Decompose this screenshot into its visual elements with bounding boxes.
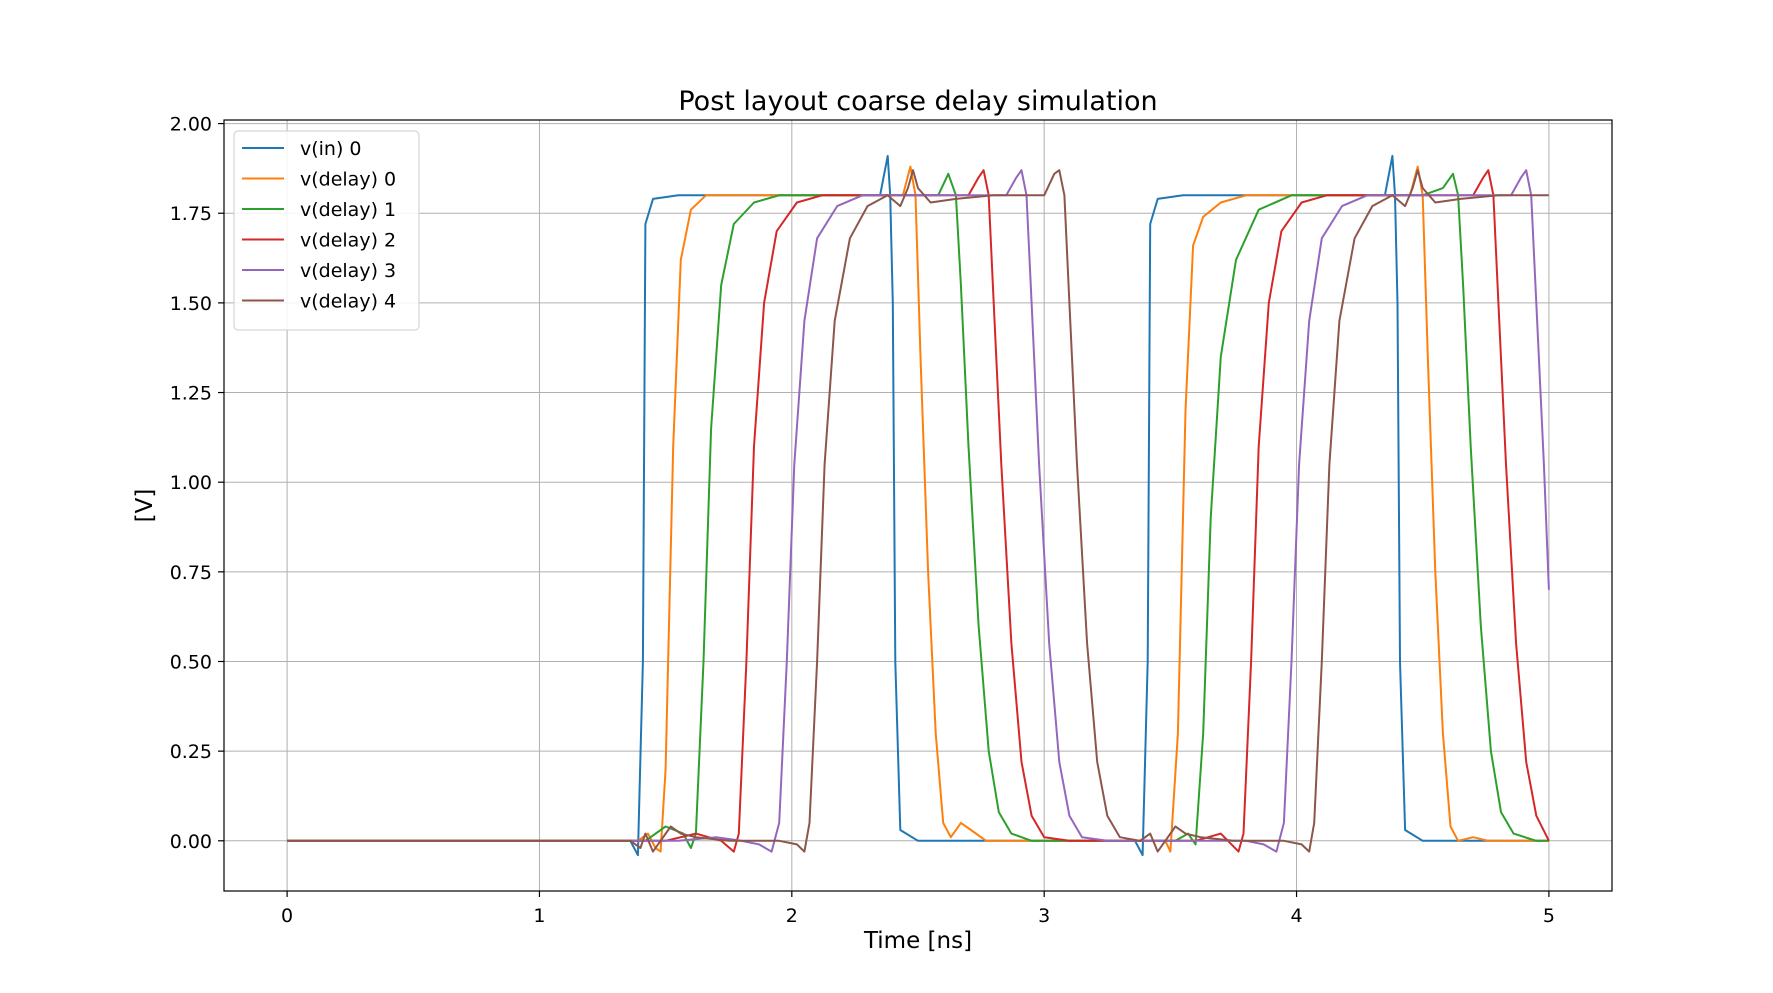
y-tick-label: 2.00 [170, 114, 212, 136]
x-tick-label: 2 [786, 905, 798, 927]
y-tick-label: 1.25 [170, 383, 212, 405]
series-line-5 [287, 169, 1549, 853]
x-tick-label: 3 [1038, 905, 1050, 927]
legend-label-1: v(delay) 0 [300, 169, 396, 191]
legend-box [233, 130, 420, 331]
plot-series [287, 154, 1550, 857]
series-line-2 [287, 172, 1549, 849]
y-tick-label: 0.50 [170, 651, 212, 673]
series-line-1 [287, 165, 1549, 853]
x-tick-label: 5 [1543, 905, 1555, 927]
axis-ticks: 0 1 2 3 4 5 0.00 0.25 0.50 0.75 1.00 1.25 1.50 1.75 2.… [170, 114, 1555, 927]
series-line-3 [287, 169, 1550, 853]
x-tick-label: 1 [533, 905, 545, 927]
x-axis-label: Time [ns] [863, 928, 972, 954]
x-tick-label: 4 [1290, 905, 1302, 927]
legend-label-4: v(delay) 3 [300, 260, 396, 282]
y-tick-label: 0.25 [170, 741, 212, 763]
x-tick-label: 0 [281, 905, 293, 927]
legend-label-2: v(delay) 1 [300, 199, 396, 221]
y-tick-label: 0.75 [170, 562, 212, 584]
legend-label-0: v(in) 0 [300, 138, 362, 160]
legend-label-3: v(delay) 2 [300, 230, 396, 252]
y-tick-label: 0.00 [170, 831, 212, 853]
y-tick-label: 1.75 [170, 203, 212, 225]
legend-label-5: v(delay) 4 [300, 291, 396, 313]
y-axis-label: [V] [132, 489, 158, 523]
y-tick-label: 1.50 [170, 293, 212, 315]
y-tick-label: 1.00 [170, 472, 212, 494]
plot-frame [223, 119, 1613, 892]
series-line-4 [287, 169, 1550, 853]
grid-lines [224, 120, 1612, 891]
legend: v(in) 0 v(delay) 0 v(delay) 1 v(delay) 2 v(d… [233, 130, 420, 331]
chart-title: Post layout coarse delay simulation [678, 86, 1157, 117]
